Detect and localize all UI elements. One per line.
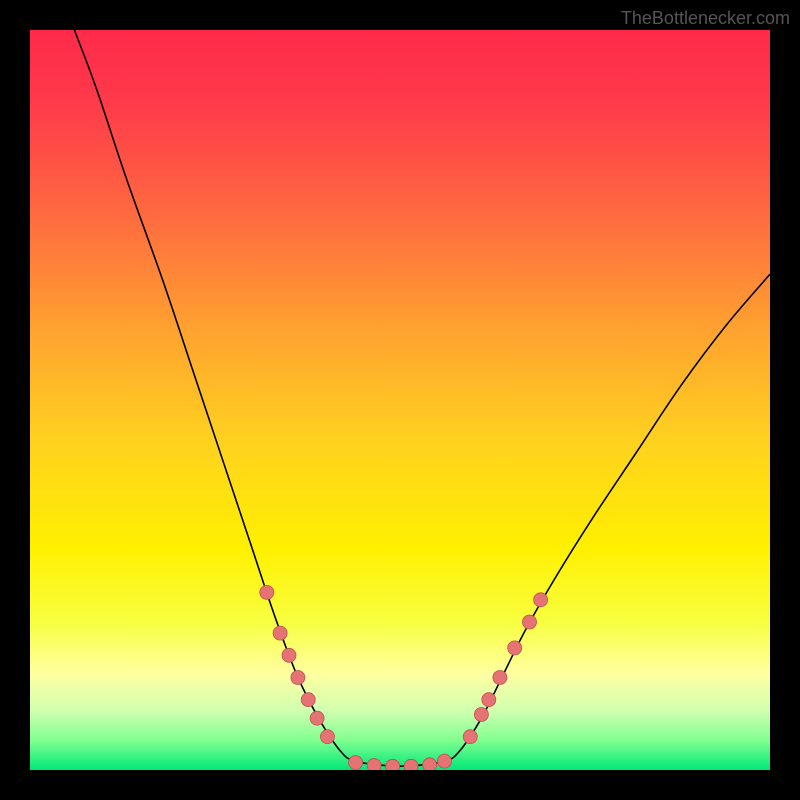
- data-point: [282, 648, 296, 662]
- data-point: [534, 593, 548, 607]
- data-point: [310, 711, 324, 725]
- data-point: [493, 671, 507, 685]
- watermark-text: TheBottlenecker.com: [621, 8, 790, 29]
- bottleneck-curve-chart: [0, 0, 800, 800]
- gradient-background: [30, 30, 770, 770]
- data-point: [273, 626, 287, 640]
- data-point: [260, 585, 274, 599]
- data-point: [523, 615, 537, 629]
- data-point: [463, 730, 477, 744]
- data-point: [404, 759, 418, 773]
- data-point: [320, 730, 334, 744]
- data-point: [474, 708, 488, 722]
- data-point: [482, 693, 496, 707]
- data-point: [437, 754, 451, 768]
- data-point: [301, 693, 315, 707]
- data-point: [349, 756, 363, 770]
- data-point: [508, 641, 522, 655]
- data-point: [291, 671, 305, 685]
- data-point: [423, 758, 437, 772]
- data-point: [386, 759, 400, 773]
- data-point: [367, 759, 381, 773]
